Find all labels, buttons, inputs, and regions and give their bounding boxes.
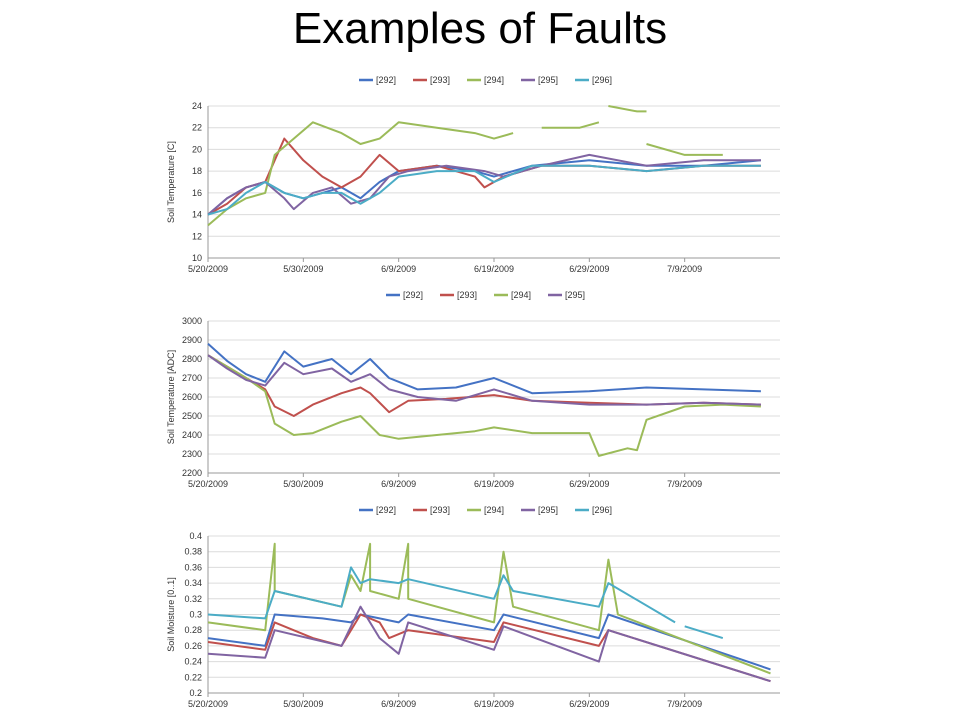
- legend-label: [296]: [592, 75, 612, 85]
- y-tick-label: 2200: [182, 468, 202, 478]
- y-axis-label: Soil Temperature [C]: [166, 141, 176, 223]
- legend-label: [292]: [376, 75, 396, 85]
- series-line: [207, 613, 771, 671]
- series-line: [207, 605, 771, 683]
- series-line: [207, 613, 771, 683]
- series-line: [207, 153, 761, 216]
- y-tick-label: 2900: [182, 335, 202, 345]
- chart-soil-temperature-c: 10 12 14 16 18 20 22 24 5/20/2009 5/30/2009 6/9/20…: [166, 75, 780, 274]
- y-axis-label: Soil Temperature [ADC]: [166, 350, 176, 444]
- chart-soil-moisture: 0.2 0.22 0.24 0.26 0.28 0.3 0.32 0.34 0.36 0.38 0.…: [166, 505, 780, 709]
- chart-soil-temperature-adc: 2200 2300 2400 2500 2600 2700 2800 2900 3000 5/20…: [166, 290, 780, 489]
- y-tick-label: 0.32: [184, 594, 202, 604]
- legend-label: [295]: [538, 75, 558, 85]
- x-tick-label: 6/29/2009: [569, 264, 609, 274]
- y-tick-label: 2300: [182, 449, 202, 459]
- x-tick-label: 6/9/2009: [381, 264, 416, 274]
- y-tick-label: 0.3: [189, 610, 202, 620]
- y-tick-label: 3000: [182, 316, 202, 326]
- legend-label: [293]: [430, 75, 450, 85]
- series-line: [207, 566, 724, 640]
- y-tick-label: 2400: [182, 430, 202, 440]
- x-tick-label: 5/30/2009: [283, 264, 323, 274]
- x-tick-label: 6/9/2009: [381, 479, 416, 489]
- legend-label: [295]: [565, 290, 585, 300]
- x-tick-label: 5/30/2009: [283, 479, 323, 489]
- series-line: [207, 354, 761, 406]
- y-tick-label: 2500: [182, 411, 202, 421]
- legend-label: [296]: [592, 505, 612, 515]
- y-tick-label: 22: [192, 123, 202, 133]
- y-tick-label: 18: [192, 166, 202, 176]
- x-tick-label: 6/19/2009: [474, 699, 514, 709]
- x-tick-label: 7/9/2009: [667, 479, 702, 489]
- y-tick-label: 16: [192, 188, 202, 198]
- legend-label: [294]: [484, 75, 504, 85]
- y-axis-label: Soil Moisture [0..1]: [166, 577, 176, 652]
- x-tick-label: 7/9/2009: [667, 264, 702, 274]
- y-tick-label: 0.26: [184, 641, 202, 651]
- y-tick-label: 0.4: [189, 531, 202, 541]
- x-tick-label: 6/19/2009: [474, 479, 514, 489]
- y-tick-label: 24: [192, 101, 202, 111]
- y-tick-label: 0.28: [184, 625, 202, 635]
- x-tick-label: 5/30/2009: [283, 699, 323, 709]
- legend-label: [292]: [403, 290, 423, 300]
- y-tick-label: 0.2: [189, 688, 202, 698]
- series-line: [207, 343, 761, 395]
- y-tick-label: 0.38: [184, 547, 202, 557]
- series-line: [207, 164, 761, 216]
- legend-label: [295]: [538, 505, 558, 515]
- y-tick-label: 0.34: [184, 578, 202, 588]
- y-tick-label: 0.24: [184, 657, 202, 667]
- x-tick-label: 6/9/2009: [381, 699, 416, 709]
- slide-title: Examples of Faults: [292, 4, 668, 53]
- series-line: [207, 105, 723, 227]
- y-tick-label: 0.36: [184, 562, 202, 572]
- x-tick-label: 7/9/2009: [667, 699, 702, 709]
- x-tick-label: 5/20/2009: [188, 699, 228, 709]
- legend-label: [293]: [430, 505, 450, 515]
- legend-label: [294]: [484, 505, 504, 515]
- x-tick-label: 6/29/2009: [569, 479, 609, 489]
- legend-label: [294]: [511, 290, 531, 300]
- series-line: [207, 354, 761, 417]
- y-tick-label: 2600: [182, 392, 202, 402]
- legend-label: [292]: [376, 505, 396, 515]
- y-tick-label: 2800: [182, 354, 202, 364]
- x-tick-label: 5/20/2009: [188, 264, 228, 274]
- y-tick-label: 10: [192, 253, 202, 263]
- x-tick-label: 6/29/2009: [569, 699, 609, 709]
- y-tick-label: 2700: [182, 373, 202, 383]
- y-tick-label: 0.22: [184, 672, 202, 682]
- series-line: [207, 354, 761, 457]
- y-tick-label: 14: [192, 210, 202, 220]
- y-tick-label: 20: [192, 144, 202, 154]
- x-tick-label: 6/19/2009: [474, 264, 514, 274]
- legend-label: [293]: [457, 290, 477, 300]
- x-tick-label: 5/20/2009: [188, 479, 228, 489]
- y-tick-label: 12: [192, 231, 202, 241]
